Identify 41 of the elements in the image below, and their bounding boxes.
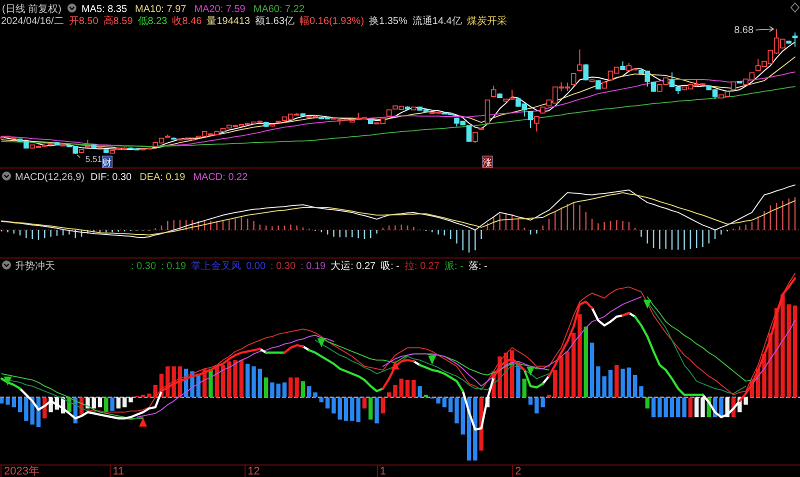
header-text: 收8.46 bbox=[172, 16, 202, 27]
event-marker-text: 涨 bbox=[483, 157, 492, 168]
header-text: 高8.59 bbox=[103, 16, 133, 27]
header-text: 低8.23 bbox=[138, 16, 168, 27]
legend-item: DEA: 0.19 bbox=[140, 172, 186, 183]
header-text: 拉: 0.27 bbox=[404, 261, 440, 272]
header-text: : 0.30 bbox=[270, 261, 296, 272]
header-text: 派: - bbox=[444, 261, 464, 272]
header-text: 0.00 bbox=[246, 261, 266, 272]
header-text: 幅0.16(1.93%) bbox=[300, 16, 364, 27]
header-text: 开8.50 bbox=[68, 16, 98, 27]
header-text: MACD: 0.22 bbox=[193, 172, 248, 183]
header-text: 流通14.4亿 bbox=[412, 16, 462, 27]
header-text: 2024/04/16/二 bbox=[1, 16, 64, 27]
header-text: : 0.19 bbox=[300, 261, 326, 272]
header-text: 吸: - bbox=[380, 261, 400, 272]
title: 升势冲天 bbox=[15, 261, 55, 272]
header-text: 换1.35% bbox=[369, 16, 408, 27]
header-text: 额1.63亿 bbox=[255, 16, 295, 27]
title: (日线 前复权) bbox=[2, 4, 62, 15]
x-tick-label: 1 bbox=[380, 466, 386, 477]
x-tick-label: 11 bbox=[112, 466, 124, 477]
title: MACD(12,26,9) bbox=[15, 172, 84, 183]
legend-item: MA10: 7.97 bbox=[135, 4, 186, 15]
header-text: : 0.19 bbox=[161, 261, 186, 272]
header-text: 掌上金叉风 bbox=[191, 261, 242, 272]
header-text: 煤炭开采 bbox=[466, 16, 507, 27]
header-text: : 0.30 bbox=[131, 261, 156, 272]
header-text: 大运: 0.27 bbox=[330, 261, 376, 272]
header-text: 量194413 bbox=[206, 16, 250, 27]
x-tick-label: 12 bbox=[248, 466, 260, 477]
value-label-text: 5.51 bbox=[85, 154, 102, 164]
x-tick-label: 2 bbox=[515, 466, 522, 477]
legend-item: DIF: 0.30 bbox=[90, 172, 132, 183]
event-marker-text: 财 bbox=[102, 157, 112, 168]
legend-item: MA60: 7.22 bbox=[253, 4, 305, 15]
value-label-text: 8.68 bbox=[734, 25, 754, 36]
legend-item: MA5: 8.35 bbox=[81, 4, 128, 15]
axis-note: 2023年 bbox=[4, 466, 40, 477]
legend-item: MA20: 7.59 bbox=[194, 4, 246, 15]
header-text: 落: - bbox=[468, 261, 488, 272]
